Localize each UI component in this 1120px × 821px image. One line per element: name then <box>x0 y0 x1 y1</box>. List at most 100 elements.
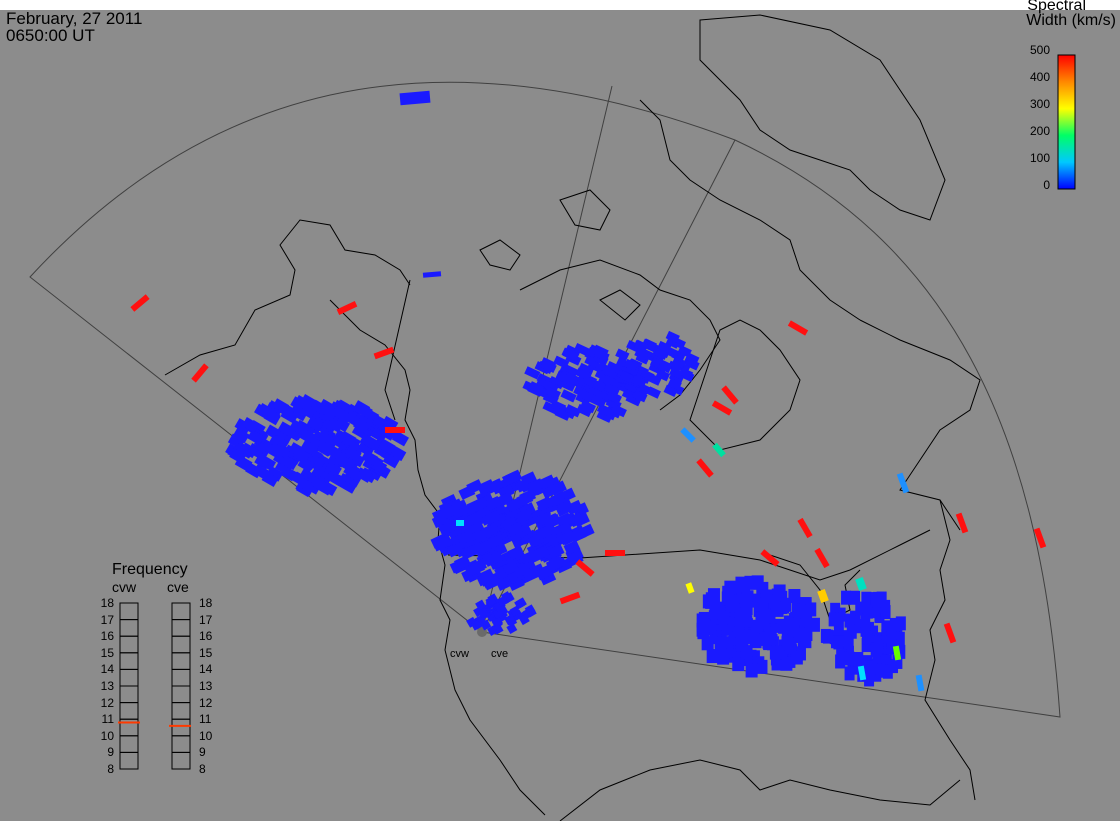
scatter-cell <box>861 630 872 645</box>
scatter-cell <box>456 520 464 526</box>
colorbar <box>1057 54 1076 190</box>
scatter-cell <box>590 394 607 408</box>
scatter-cell <box>487 533 504 549</box>
scatter-cell <box>872 650 883 665</box>
scatter-cell <box>544 386 561 400</box>
scatter-cell <box>564 404 582 418</box>
scatter-cell <box>468 560 486 576</box>
frequency-tick-cve: 17 <box>199 612 213 627</box>
scatter-cell <box>565 546 583 562</box>
colorbar-title-line2: Width (km/s) <box>1026 12 1116 29</box>
scatter-cell <box>602 374 619 388</box>
scatter-cell <box>886 640 897 655</box>
scatter-cell <box>584 355 601 369</box>
colorbar-tick: 300 <box>1029 97 1050 111</box>
frequency-tick-cvw: 16 <box>100 629 114 644</box>
scatter-cell <box>229 448 247 464</box>
scatter-cell <box>547 543 565 559</box>
frequency-scale-cve <box>171 602 191 770</box>
scatter-cell <box>745 663 758 678</box>
scatter-cell <box>324 461 342 478</box>
scatter-cell <box>297 477 315 493</box>
scatter-cell <box>553 522 571 538</box>
scatter-cell <box>886 631 897 646</box>
scatter-cell <box>554 407 571 421</box>
scatter-cell <box>841 630 852 645</box>
scatter-cell <box>482 575 500 591</box>
scatter-cell <box>606 361 623 375</box>
scatter-cell <box>495 576 513 591</box>
scatter-cell <box>524 366 541 380</box>
scatter-cell <box>830 602 841 617</box>
scatter-cell <box>665 330 680 344</box>
scatter-cell <box>626 340 641 353</box>
scatter-cell <box>697 618 710 633</box>
scatter-cell <box>667 377 682 391</box>
scatter-cell <box>721 591 734 606</box>
scatter-cell <box>561 347 578 361</box>
scatter-cell <box>506 615 518 627</box>
scatter-cell <box>540 359 557 373</box>
scatter-cell <box>707 588 720 603</box>
scatter-cell <box>724 580 737 595</box>
scatter-cell <box>577 388 594 403</box>
scatter-cell <box>882 664 893 679</box>
scatter-cell <box>446 542 464 558</box>
scatter-cell <box>721 385 739 405</box>
scatter-cell <box>542 401 559 415</box>
scatter-cell <box>817 588 829 604</box>
frequency-scale-cvw <box>119 602 139 770</box>
scatter-cell <box>317 430 335 447</box>
scatter-cell <box>709 605 722 620</box>
frequency-tick-cve: 12 <box>199 695 213 710</box>
border-us-canada <box>447 529 931 581</box>
scatter-cell <box>604 382 621 397</box>
scatter-cell <box>501 471 519 487</box>
scatter-cell <box>797 517 813 539</box>
scatter-cell <box>560 389 577 403</box>
scatter-cell <box>325 444 343 460</box>
scatter-cell <box>788 588 801 603</box>
scatter-cell <box>631 374 646 388</box>
scatter-cell <box>483 510 501 526</box>
scatter-cell <box>515 508 533 524</box>
scatter-cell <box>448 523 466 539</box>
scatter-cell <box>593 348 610 362</box>
frequency-tick-cvw: 8 <box>107 762 114 776</box>
scatter-cell <box>555 371 572 385</box>
scatter-cell <box>476 571 494 587</box>
scatter-cell <box>363 435 382 452</box>
scatter-cell <box>820 628 831 643</box>
scatter-cell <box>768 594 781 609</box>
scatter-cell <box>422 271 442 278</box>
scatter-cell <box>573 512 590 528</box>
scatter-cell <box>685 582 695 594</box>
scatter-cell <box>678 367 694 380</box>
scatter-cell <box>589 378 607 393</box>
scatter-cell <box>480 619 492 631</box>
radar-site-label-cvw: cvw <box>450 648 469 660</box>
frequency-tick-cvw: 17 <box>100 612 114 627</box>
scatter-cell <box>232 427 250 444</box>
scatter-cell <box>631 389 648 403</box>
frequency-tick-cve: 16 <box>199 629 213 644</box>
coast-arctic-archipelago <box>519 259 721 411</box>
scatter-cell <box>706 649 719 664</box>
scatter-cell <box>579 400 596 414</box>
scatter-cell <box>532 385 549 399</box>
scatter-cell <box>435 535 453 551</box>
scatter-cell <box>783 620 796 635</box>
scatter-cell <box>860 613 871 628</box>
scatter-cell <box>310 399 328 416</box>
scatter-cell <box>274 459 293 476</box>
scatter-cell <box>266 466 284 482</box>
scatter-cell <box>696 458 714 478</box>
scatter-cell <box>734 612 747 627</box>
scatter-cell <box>653 347 669 360</box>
scatter-cell <box>657 340 672 354</box>
scatter-cell <box>559 591 581 605</box>
scatter-cell <box>326 417 344 433</box>
scatter-cell <box>751 575 764 590</box>
scatter-cell <box>669 366 684 380</box>
